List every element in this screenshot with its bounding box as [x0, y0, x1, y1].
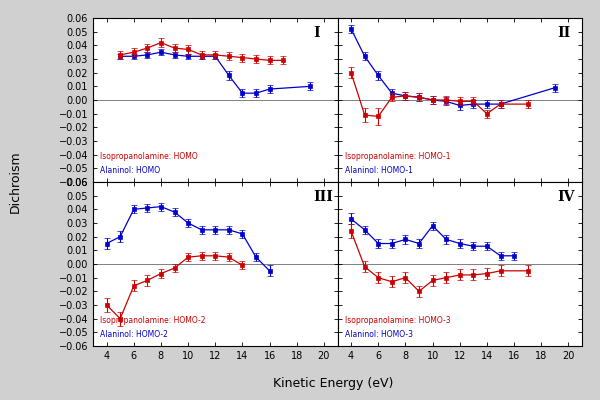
Text: III: III: [313, 190, 333, 204]
Text: II: II: [557, 26, 571, 40]
Text: Kinetic Energy (eV): Kinetic Energy (eV): [273, 377, 393, 390]
Text: I: I: [313, 26, 320, 40]
Text: Isopropanolamine: HOMO: Isopropanolamine: HOMO: [100, 152, 198, 161]
Text: Isopropanolamine: HOMO-3: Isopropanolamine: HOMO-3: [345, 316, 451, 325]
Text: Isopropanolamine: HOMO-2: Isopropanolamine: HOMO-2: [100, 316, 206, 325]
Text: Alaninol: HOMO-3: Alaninol: HOMO-3: [345, 330, 413, 340]
Text: IV: IV: [557, 190, 575, 204]
Text: Isopropanolamine: HOMO-1: Isopropanolamine: HOMO-1: [345, 152, 451, 161]
Text: Alaninol: HOMO-1: Alaninol: HOMO-1: [345, 166, 413, 176]
Text: Alaninol: HOMO: Alaninol: HOMO: [100, 166, 160, 176]
Text: Dichroism: Dichroism: [8, 151, 22, 213]
Text: Alaninol: HOMO-2: Alaninol: HOMO-2: [100, 330, 168, 340]
